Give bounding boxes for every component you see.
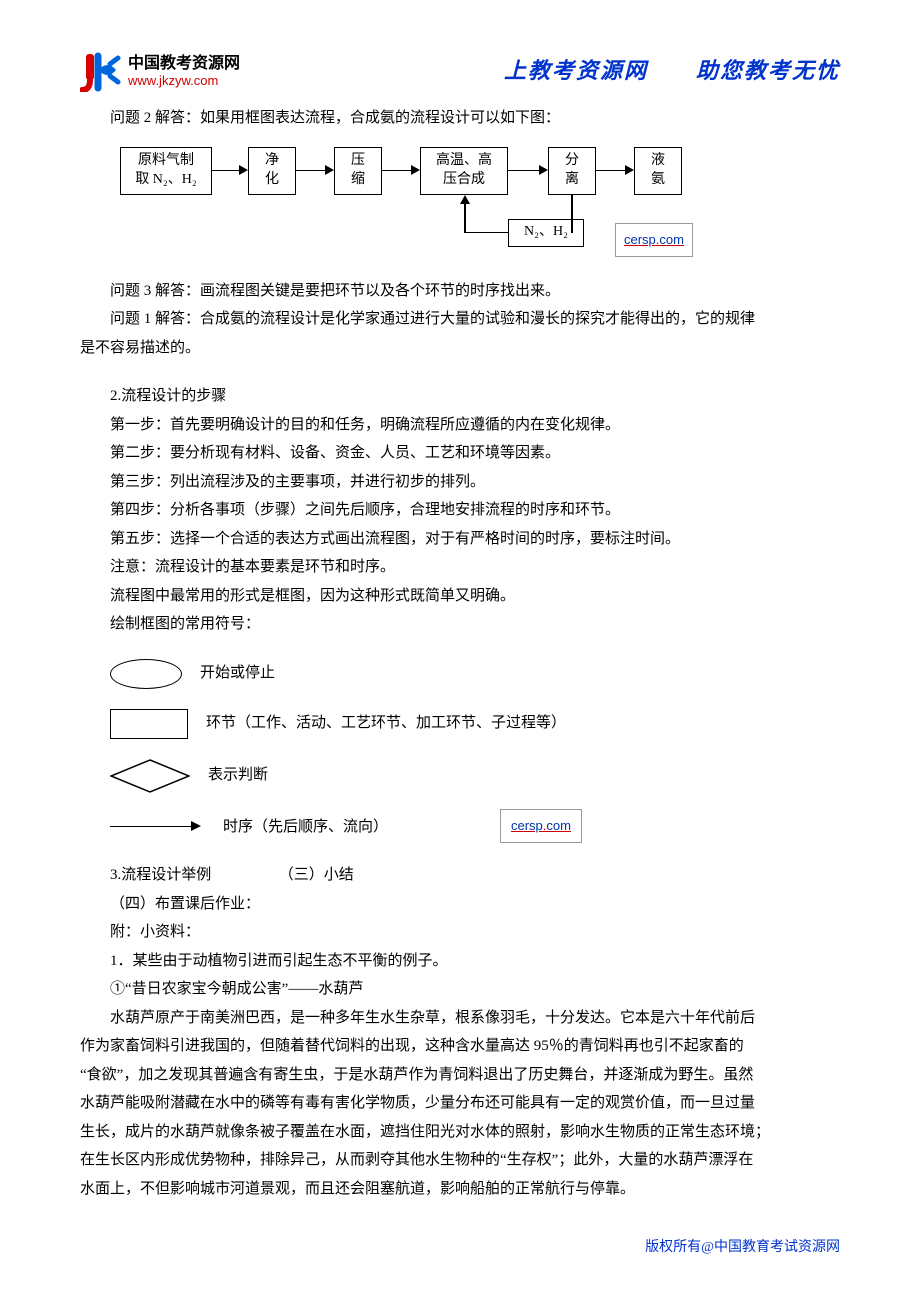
ellipse-label: 开始或停止: [200, 659, 275, 688]
page-header: 中国教考资源网 www.jkzyw.com 上教考资源网 助您教考无忧: [80, 50, 840, 92]
body-p4: 水葫芦能吸附潜藏在水中的磷等有毒有害化学物质，少量分布还可能具有一定的观赏价值，…: [80, 1089, 840, 1118]
step-2: 第二步：要分析现有材料、设备、资金、人员、工艺和环境等因素。: [80, 439, 840, 468]
step-4: 第四步：分析各事项（步骤）之间先后顺序，合理地安排流程的时序和环节。: [80, 496, 840, 525]
flow-edge: [296, 170, 326, 172]
flow-edge: [571, 195, 573, 233]
tail-l4: 1．某些由于动植物引进而引起生态不平衡的例子。: [80, 947, 840, 976]
body-p3: “食欲”，加之发现其普遍含有寄生虫，于是水葫芦作为青饲料退出了历史舞台，并逐渐成…: [80, 1061, 840, 1090]
body-p2: 作为家畜饲料引进我国的，但随着替代饲料的出现，这种含水量高达 95％的青饲料再也…: [80, 1032, 840, 1061]
node-text: 液: [651, 152, 665, 171]
body-p1: 水葫芦原产于南美洲巴西，是一种多年生水生杂草，根系像羽毛，十分发达。它本是六十年…: [80, 1004, 840, 1033]
rect-icon: [110, 709, 188, 739]
tail-l3: 附：小资料：: [80, 918, 840, 947]
body-p6: 在生长区内形成优势物种，排除异己，从而剥夺其他水生物种的“生存权”；此外，大量的…: [80, 1146, 840, 1175]
q3-text: 问题 3 解答：画流程图关键是要把环节以及各个环节的时序找出来。: [80, 277, 840, 306]
arrow-head-icon: [325, 165, 334, 175]
ellipse-icon: [110, 659, 182, 689]
q1-text-b: 是不容易描述的。: [80, 334, 840, 363]
node-text: 取 N₂、H₂: [135, 171, 196, 190]
node-text: 压: [351, 152, 365, 171]
symbol-row-diamond: 表示判断: [110, 759, 840, 793]
q1-text-a: 问题 1 解答：合成氨的流程设计是化学家通过进行大量的试验和漫长的探究才能得出的…: [80, 305, 840, 334]
flow-edge: [464, 232, 508, 234]
node-text: 分: [565, 152, 579, 171]
arrow-head-icon: [460, 195, 470, 204]
tail-l1: 3.流程设计举例 （三）小结: [80, 861, 840, 890]
flow-node-synthesis: 高温、高 压合成: [420, 147, 508, 195]
step-5: 第五步：选择一个合适的表达方式画出流程图，对于有严格时间的时序，要标注时间。: [80, 525, 840, 554]
flow-node-recycle: N₂、H₂: [508, 219, 584, 247]
arrow-icon: [110, 820, 205, 834]
steps-title: 2.流程设计的步骤: [80, 382, 840, 411]
flow-edge: [596, 170, 626, 172]
flow-node-purify: 净 化: [248, 147, 296, 195]
flow-node-compress: 压 缩: [334, 147, 382, 195]
q2-text: 问题 2 解答：如果用框图表达流程，合成氨的流程设计可以如下图：: [80, 104, 840, 133]
logo-icon: [80, 50, 122, 92]
symbol-row-rect: 环节（工作、活动、工艺环节、加工环节、子过程等）: [110, 709, 840, 739]
symbol-row-ellipse: 开始或停止: [110, 659, 840, 689]
tail-l5: ①“昔日农家宝今朝成公害”——水葫芦: [80, 975, 840, 1004]
symbol-row-arrow: 时序（先后顺序、流向） cersp.com: [110, 813, 840, 842]
node-text: 缩: [351, 171, 365, 190]
flow-edge: [382, 170, 412, 172]
cersp-text: cersp.com: [624, 232, 684, 247]
symbols-title: 绘制框图的常用符号：: [80, 610, 840, 639]
diamond-icon: [110, 759, 190, 793]
arrow-head-icon: [625, 165, 634, 175]
cersp-watermark: cersp.com: [615, 223, 693, 258]
flow-edge: [508, 170, 540, 172]
step-1: 第一步：首先要明确设计的目的和任务，明确流程所应遵循的内在变化规律。: [80, 411, 840, 440]
flow-node-separate: 分 离: [548, 147, 596, 195]
diamond-label: 表示判断: [208, 761, 268, 790]
node-text: 化: [265, 171, 279, 190]
step-3: 第三步：列出流程涉及的主要事项，并进行初步的排列。: [80, 468, 840, 497]
node-text: 高温、高: [436, 152, 492, 171]
logo-title: 中国教考资源网: [128, 54, 240, 73]
cersp-text: cersp.com: [511, 818, 571, 833]
rect-label: 环节（工作、活动、工艺环节、加工环节、子过程等）: [206, 709, 566, 738]
logo-url: www.jkzyw.com: [128, 73, 240, 89]
flow-edge: [464, 203, 466, 233]
flowchart-symbols-legend: 开始或停止 环节（工作、活动、工艺环节、加工环节、子过程等） 表示判断 时序（先…: [110, 659, 840, 842]
header-slogan: 上教考资源网 助您教考无忧: [504, 50, 840, 92]
arrow-head-icon: [239, 165, 248, 175]
arrow-head-icon: [539, 165, 548, 175]
body-p5: 生长，成片的水葫芦就像条被子覆盖在水面，遮挡住阳光对水体的照射，影响水生物质的正…: [80, 1118, 840, 1147]
node-text: N₂、H₂: [524, 223, 568, 242]
flow-node-raw-gas: 原料气制 取 N₂、H₂: [120, 147, 212, 195]
cersp-watermark: cersp.com: [500, 809, 582, 844]
tail-l2: （四）布置课后作业：: [80, 890, 840, 919]
flow-node-liquid-ammonia: 液 氨: [634, 147, 682, 195]
node-text: 氨: [651, 171, 665, 190]
logo-text: 中国教考资源网 www.jkzyw.com: [128, 54, 240, 89]
body-p7: 水面上，不但影响城市河道景观，而且还会阻塞航道，影响船舶的正常航行与停靠。: [80, 1175, 840, 1204]
node-text: 原料气制: [138, 152, 194, 171]
node-text: 压合成: [443, 171, 485, 190]
node-text: 净: [265, 152, 279, 171]
page-footer: 版权所有@中国教育考试资源网: [645, 1235, 840, 1262]
arrow-label: 时序（先后顺序、流向）: [223, 813, 388, 842]
step-form: 流程图中最常用的形式是框图，因为这种形式既简单又明确。: [80, 582, 840, 611]
ammonia-flowchart: 原料气制 取 N₂、H₂ 净 化 压 缩 高温、高 压合成 分 离 液 氨 N₂…: [120, 147, 840, 267]
logo-block: 中国教考资源网 www.jkzyw.com: [80, 50, 240, 92]
flow-edge: [212, 170, 240, 172]
node-text: 离: [565, 171, 579, 190]
arrow-head-icon: [411, 165, 420, 175]
step-note: 注意：流程设计的基本要素是环节和时序。: [80, 553, 840, 582]
